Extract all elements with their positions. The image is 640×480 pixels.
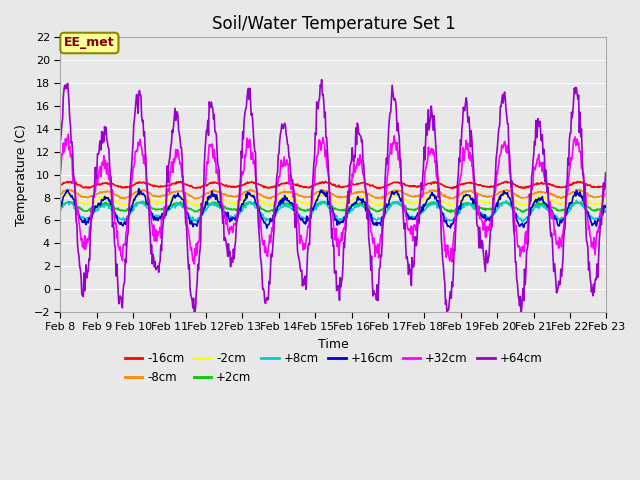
+32cm: [391, 139, 399, 144]
Line: +64cm: +64cm: [60, 80, 606, 314]
+16cm: [56, 200, 64, 205]
Text: EE_met: EE_met: [64, 36, 115, 49]
Y-axis label: Temperature (C): Temperature (C): [15, 124, 28, 226]
Title: Soil/Water Temperature Set 1: Soil/Water Temperature Set 1: [212, 15, 455, 33]
-8cm: [249, 188, 257, 194]
+32cm: [602, 169, 610, 175]
-16cm: [376, 186, 383, 192]
-2cm: [420, 197, 428, 203]
+16cm: [121, 219, 129, 225]
X-axis label: Time: Time: [318, 338, 349, 351]
+8cm: [221, 210, 228, 216]
+32cm: [250, 161, 257, 167]
-8cm: [602, 190, 610, 196]
Legend: -16cm, -8cm, -2cm, +2cm, +8cm, +16cm, +32cm, +64cm: -16cm, -8cm, -2cm, +2cm, +8cm, +16cm, +3…: [120, 347, 547, 388]
-2cm: [445, 203, 453, 209]
-8cm: [121, 196, 129, 202]
+64cm: [248, 110, 256, 116]
+32cm: [65, 131, 72, 137]
+16cm: [422, 201, 429, 206]
+2cm: [421, 202, 429, 208]
-16cm: [269, 184, 276, 190]
+8cm: [602, 207, 610, 213]
Line: +2cm: +2cm: [60, 202, 606, 212]
+8cm: [390, 199, 397, 205]
-16cm: [390, 180, 398, 185]
+32cm: [223, 221, 230, 227]
-2cm: [221, 197, 228, 203]
Line: +16cm: +16cm: [60, 189, 606, 228]
+8cm: [573, 197, 580, 203]
-8cm: [56, 191, 64, 197]
Line: +8cm: +8cm: [60, 200, 606, 222]
-16cm: [248, 179, 256, 185]
+32cm: [56, 170, 64, 176]
+16cm: [263, 225, 271, 231]
+16cm: [221, 210, 229, 216]
Line: -8cm: -8cm: [60, 189, 606, 199]
+8cm: [269, 215, 276, 220]
+2cm: [390, 200, 398, 205]
Line: +32cm: +32cm: [60, 134, 606, 264]
+64cm: [221, 235, 228, 240]
+16cm: [391, 190, 399, 195]
-16cm: [602, 181, 610, 187]
-2cm: [121, 202, 129, 207]
+32cm: [122, 242, 129, 248]
-16cm: [221, 183, 228, 189]
+2cm: [221, 205, 229, 211]
+16cm: [270, 214, 278, 220]
+16cm: [602, 203, 610, 208]
+32cm: [270, 208, 278, 214]
+8cm: [248, 200, 256, 206]
-8cm: [221, 191, 228, 197]
+64cm: [602, 173, 610, 179]
+2cm: [121, 207, 129, 213]
+8cm: [420, 207, 428, 213]
-16cm: [421, 181, 429, 187]
-2cm: [390, 192, 397, 197]
-8cm: [269, 194, 277, 200]
+64cm: [390, 97, 398, 103]
-8cm: [449, 196, 457, 202]
+16cm: [249, 192, 257, 198]
+2cm: [249, 200, 257, 206]
+64cm: [121, 280, 129, 286]
+32cm: [191, 261, 198, 267]
-16cm: [502, 179, 510, 184]
-16cm: [121, 185, 129, 191]
+16cm: [135, 186, 143, 192]
+2cm: [269, 208, 277, 214]
+2cm: [447, 209, 454, 215]
-8cm: [246, 186, 254, 192]
+2cm: [602, 203, 610, 209]
+2cm: [139, 199, 147, 204]
+2cm: [56, 203, 64, 209]
-2cm: [602, 196, 610, 202]
+32cm: [422, 166, 429, 172]
+64cm: [421, 157, 429, 163]
+8cm: [56, 208, 64, 214]
Line: -16cm: -16cm: [60, 181, 606, 189]
-2cm: [248, 192, 256, 197]
+64cm: [56, 137, 64, 143]
-2cm: [575, 191, 583, 197]
+64cm: [318, 77, 326, 83]
+8cm: [519, 219, 527, 225]
+64cm: [269, 247, 276, 253]
Line: -2cm: -2cm: [60, 194, 606, 206]
-2cm: [56, 196, 64, 202]
-8cm: [421, 191, 429, 196]
-2cm: [269, 201, 276, 207]
+8cm: [121, 216, 129, 222]
-8cm: [390, 188, 398, 193]
+64cm: [517, 312, 525, 317]
-16cm: [56, 182, 64, 188]
